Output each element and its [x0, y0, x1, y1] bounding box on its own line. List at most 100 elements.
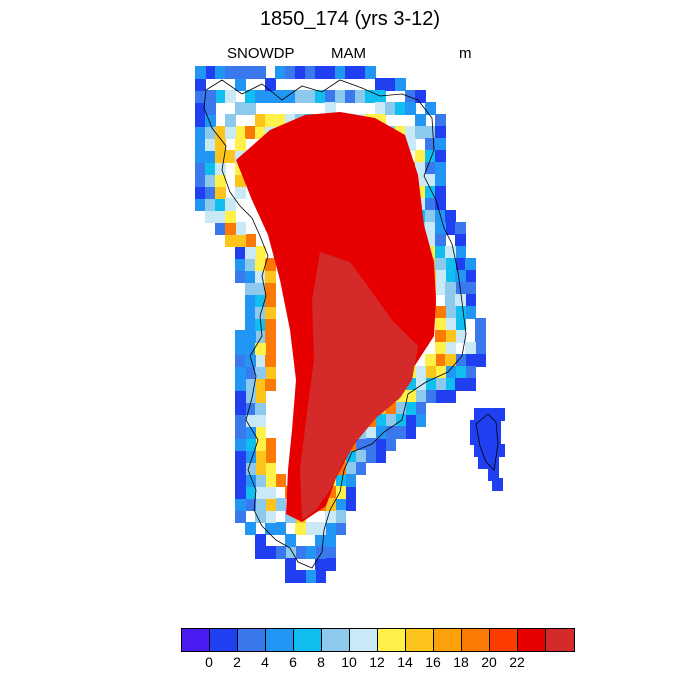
margin-cell	[245, 390, 256, 403]
margin-cell	[245, 306, 256, 319]
island-cell	[474, 444, 485, 457]
margin-cell	[285, 510, 296, 523]
margin-cell	[235, 414, 246, 427]
margin-cell	[425, 162, 436, 175]
margin-cell	[205, 150, 216, 163]
margin-cell	[265, 510, 276, 523]
margin-cell	[265, 342, 276, 355]
margin-cell	[245, 486, 256, 499]
island-cell	[484, 444, 495, 457]
margin-cell	[295, 546, 306, 559]
margin-cell	[235, 78, 246, 91]
margin-cell	[275, 498, 286, 511]
margin-cell	[415, 114, 426, 127]
margin-cell	[255, 546, 266, 559]
margin-cell	[245, 294, 256, 307]
colorbar-swatch	[462, 629, 490, 651]
margin-cell	[445, 222, 456, 235]
margin-cell	[265, 90, 276, 103]
margin-cell	[455, 330, 466, 343]
margin-cell	[385, 414, 396, 427]
margin-cell	[445, 294, 456, 307]
margin-cell	[265, 258, 276, 271]
margin-cell	[305, 90, 316, 103]
margin-cell	[215, 66, 226, 79]
margin-cell	[195, 102, 206, 115]
margin-cell	[205, 198, 216, 211]
margin-cell	[235, 330, 246, 343]
margin-cell	[455, 294, 466, 307]
margin-cell	[295, 90, 306, 103]
margin-cell	[415, 402, 426, 415]
margin-cell	[465, 354, 476, 367]
margin-cell	[245, 414, 256, 427]
margin-cell	[415, 366, 426, 379]
margin-cell	[235, 342, 246, 355]
margin-cell	[265, 486, 276, 499]
margin-cell	[375, 450, 386, 463]
margin-cell	[465, 270, 476, 283]
colorbar-swatch	[518, 629, 546, 651]
margin-cell	[445, 342, 456, 355]
margin-cell	[395, 402, 406, 415]
margin-cell	[255, 330, 266, 343]
margin-cell	[465, 342, 476, 355]
colorbar-swatch	[238, 629, 266, 651]
margin-cell	[275, 522, 286, 535]
colorbar-tick-label: 22	[509, 654, 525, 670]
margin-cell	[195, 66, 206, 79]
margin-cell	[435, 222, 446, 235]
margin-cell	[225, 90, 236, 103]
margin-cell	[465, 258, 476, 271]
margin-cell	[405, 102, 416, 115]
margin-cell	[435, 366, 446, 379]
margin-cell	[445, 318, 456, 331]
margin-cell	[255, 426, 266, 439]
colorbar-tick-label: 6	[289, 654, 297, 670]
plot-title: 1850_174 (yrs 3-12)	[259, 8, 441, 30]
margin-cell	[255, 474, 266, 487]
margin-cell	[415, 186, 426, 199]
margin-cell	[435, 258, 446, 271]
coastal-margin-cells	[195, 66, 486, 583]
margin-cell	[225, 150, 236, 163]
margin-cell	[255, 354, 266, 367]
margin-cell	[435, 114, 446, 127]
margin-cell	[325, 558, 336, 571]
margin-cell	[265, 378, 276, 391]
margin-cell	[205, 210, 216, 223]
margin-cell	[325, 522, 336, 535]
margin-cell	[465, 366, 476, 379]
margin-cell	[365, 90, 376, 103]
margin-cell	[475, 330, 486, 343]
margin-cell	[265, 114, 276, 127]
season-label: MAM	[331, 45, 366, 62]
margin-cell	[455, 234, 466, 247]
variable-label: SNOWDP	[227, 45, 295, 62]
island-cell	[488, 468, 499, 481]
margin-cell	[425, 234, 436, 247]
margin-cell	[205, 138, 216, 151]
margin-cell	[475, 354, 486, 367]
margin-cell	[325, 66, 336, 79]
margin-cell	[315, 90, 326, 103]
island-cell	[490, 420, 501, 433]
margin-cell	[285, 558, 296, 571]
margin-cell	[375, 90, 386, 103]
margin-cell	[335, 498, 346, 511]
margin-cell	[245, 66, 256, 79]
margin-cell	[245, 258, 256, 271]
margin-cell	[425, 126, 436, 139]
margin-cell	[245, 234, 256, 247]
margin-cell	[285, 90, 296, 103]
margin-cell	[295, 522, 306, 535]
margin-cell	[265, 450, 276, 463]
margin-cell	[245, 342, 256, 355]
margin-cell	[245, 330, 256, 343]
margin-cell	[455, 366, 466, 379]
margin-cell	[235, 354, 246, 367]
margin-cell	[235, 402, 246, 415]
margin-cell	[215, 150, 226, 163]
margin-cell	[415, 390, 426, 403]
margin-cell	[265, 318, 276, 331]
